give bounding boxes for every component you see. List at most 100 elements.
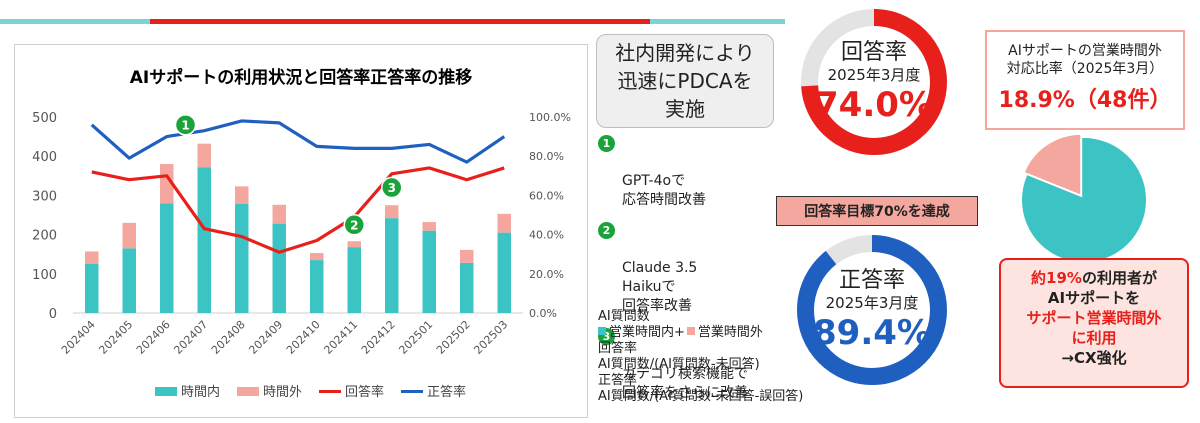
- step-2: 2 Claude 3.5 Haikuで 回答率改善: [598, 221, 788, 316]
- y-right-tick-label: 80.0%: [529, 150, 564, 163]
- y-right-tick-label: 40.0%: [529, 229, 564, 242]
- bar-out-hours: [272, 204, 286, 224]
- legend-label: 時間外: [263, 385, 302, 400]
- bar-out-hours: [235, 186, 249, 205]
- donut-value-arc: [801, 9, 947, 155]
- pink-square-icon: [686, 327, 695, 335]
- y-left-tick-label: 200: [32, 229, 57, 244]
- x-tick-label: 202411: [321, 318, 360, 357]
- top-accent-bar-red: [150, 19, 650, 24]
- cx-share-highlight: 約19%: [1031, 269, 1082, 287]
- metric-definitions: AI質問数 営業時間内+ 営業時間外 回答率 AI質問数/(AI質問数-未回答) …: [598, 309, 838, 405]
- bar-out-hours: [85, 251, 99, 264]
- bar-out-hours: [385, 205, 399, 219]
- bar-in-hours: [272, 223, 286, 313]
- correct-rate-label: 正答率: [598, 373, 638, 388]
- x-tick-label: 202501: [396, 318, 435, 357]
- donut-value-arc: [797, 235, 947, 385]
- annotation-marker: [174, 114, 197, 136]
- annotation-label: 1: [181, 118, 189, 132]
- correct-rate-formula: AI質問数/(AI質問数-未回答-誤回答): [598, 389, 804, 404]
- y-left-tick-label: 100: [32, 268, 57, 283]
- bar-out-hours: [422, 222, 436, 231]
- cx-line4: に利用: [1071, 329, 1117, 347]
- answer-rate-value: 74.0%: [815, 84, 933, 125]
- cx-line5: →CX強化: [1061, 349, 1127, 367]
- bar-in-hours: [122, 248, 136, 313]
- after-hours-ratio-value: 18.9%（48件）: [998, 88, 1172, 113]
- correct-rate-ring: [797, 235, 947, 385]
- legend-label: 時間内: [181, 384, 220, 400]
- line-correct-rate: [90, 119, 506, 164]
- question-count-breakdown: 営業時間内+ 営業時間外: [598, 325, 838, 341]
- x-tick-label: 202404: [59, 318, 98, 357]
- after-hours-share-pie: [1022, 132, 1146, 262]
- x-tick-label: 202410: [284, 318, 323, 357]
- chart-title: AIサポートの利用状況と回答率正答率の推移: [130, 67, 472, 88]
- bar-out-hours: [122, 222, 136, 249]
- answer-rate-period: 2025年3月度: [827, 65, 921, 84]
- correct-rate-value: 89.4%: [813, 312, 931, 353]
- x-tick-label: 202408: [209, 318, 248, 357]
- answer-rate-donut: 回答率 2025年3月度 74.0%: [800, 8, 948, 156]
- annotation-label: 2: [350, 218, 358, 232]
- answer-rate-label: 回答率: [598, 341, 638, 356]
- pdca-callout: 社内開発により 迅速にPDCAを 実施: [596, 34, 774, 128]
- bar-in-hours: [310, 260, 324, 313]
- y-right-tick-label: 0.0%: [529, 307, 557, 320]
- bar-out-hours: [460, 249, 474, 263]
- step-number-badge: 2: [598, 222, 615, 239]
- bar-out-hours: [197, 143, 211, 168]
- annotation-label: 3: [388, 181, 396, 195]
- step-3: 3 カテゴリ検索機能で 回答率をさらに改善: [598, 327, 788, 403]
- y-right-tick-label: 100.0%: [529, 111, 571, 124]
- x-tick-label: 202502: [434, 318, 473, 357]
- out-hours-label: 営業時間外: [697, 325, 763, 340]
- cx-line3: サポート営業時間外: [1026, 309, 1162, 327]
- cx-conclusion-box: 約19%の利用者が AIサポートを サポート営業時間外 に利用 →CX強化: [999, 258, 1189, 388]
- bar-in-hours: [197, 167, 211, 313]
- bar-in-hours: [85, 264, 99, 313]
- y-right-tick-label: 20.0%: [529, 268, 564, 281]
- annotation-marker: [381, 176, 403, 199]
- bar-in-hours: [347, 247, 361, 313]
- question-count-label: AI質問数: [598, 309, 650, 324]
- step-text: カテゴリ検索機能で 回答率をさらに改善: [622, 366, 748, 401]
- x-tick-label: 202405: [96, 318, 135, 357]
- step-number-badge: 1: [598, 135, 615, 152]
- answer-rate-title: 回答率: [840, 39, 907, 65]
- legend-label: 回答率: [345, 384, 384, 400]
- bar-in-hours: [497, 232, 511, 313]
- step-text: Claude 3.5 Haikuで 回答率改善: [622, 260, 698, 314]
- usage-trend-chart-panel: AIサポートの利用状況と回答率正答率の推移 0 100 200 300 400 500 0.0…: [14, 44, 588, 418]
- teal-square-icon: [598, 327, 606, 335]
- x-tick-label: 202407: [171, 318, 210, 357]
- x-tick-label: 202409: [246, 318, 285, 357]
- bar-in-hours: [422, 230, 436, 313]
- bar-out-hours: [160, 164, 174, 204]
- improvement-steps: 1 GPT-4oで 応答時間改善 2 Claude 3.5 Haikuで 回答率…: [598, 134, 788, 414]
- top-accent-bar-teal: [0, 19, 150, 24]
- after-hours-ratio-box: AIサポートの営業時間外 対応比率（2025年3月） 18.9%（48件）: [985, 30, 1185, 130]
- bar-in-hours: [160, 203, 174, 313]
- usage-trend-chart: AIサポートの利用状況と回答率正答率の推移 0 100 200 300 400 500 0.0…: [32, 67, 571, 400]
- legend-label: 正答率: [427, 384, 466, 400]
- annotation-marker: [343, 214, 365, 236]
- x-tick-label: 202412: [359, 318, 398, 357]
- answer-rate-ring: [801, 9, 947, 155]
- bar-out-hours: [347, 241, 361, 248]
- step-1: 1 GPT-4oで 応答時間改善: [598, 134, 788, 210]
- legend-swatch: [237, 387, 259, 396]
- cx-line2: AIサポートを: [1047, 289, 1141, 307]
- correct-rate-title: 正答率: [838, 267, 905, 293]
- correct-rate-donut: 正答率 2025年3月度 89.4%: [796, 234, 948, 386]
- y-left-tick-label: 400: [32, 150, 57, 165]
- line-answer-rate: [91, 166, 505, 254]
- legend-swatch: [155, 387, 177, 396]
- in-hours-label: 営業時間内+: [609, 325, 685, 340]
- bar-in-hours: [460, 262, 474, 313]
- x-tick-label: 202406: [134, 318, 173, 357]
- y-left-tick-label: 0: [49, 307, 57, 322]
- y-left-tick-label: 500: [32, 111, 57, 126]
- target-achieved-badge: 回答率目標70%を達成: [776, 196, 978, 226]
